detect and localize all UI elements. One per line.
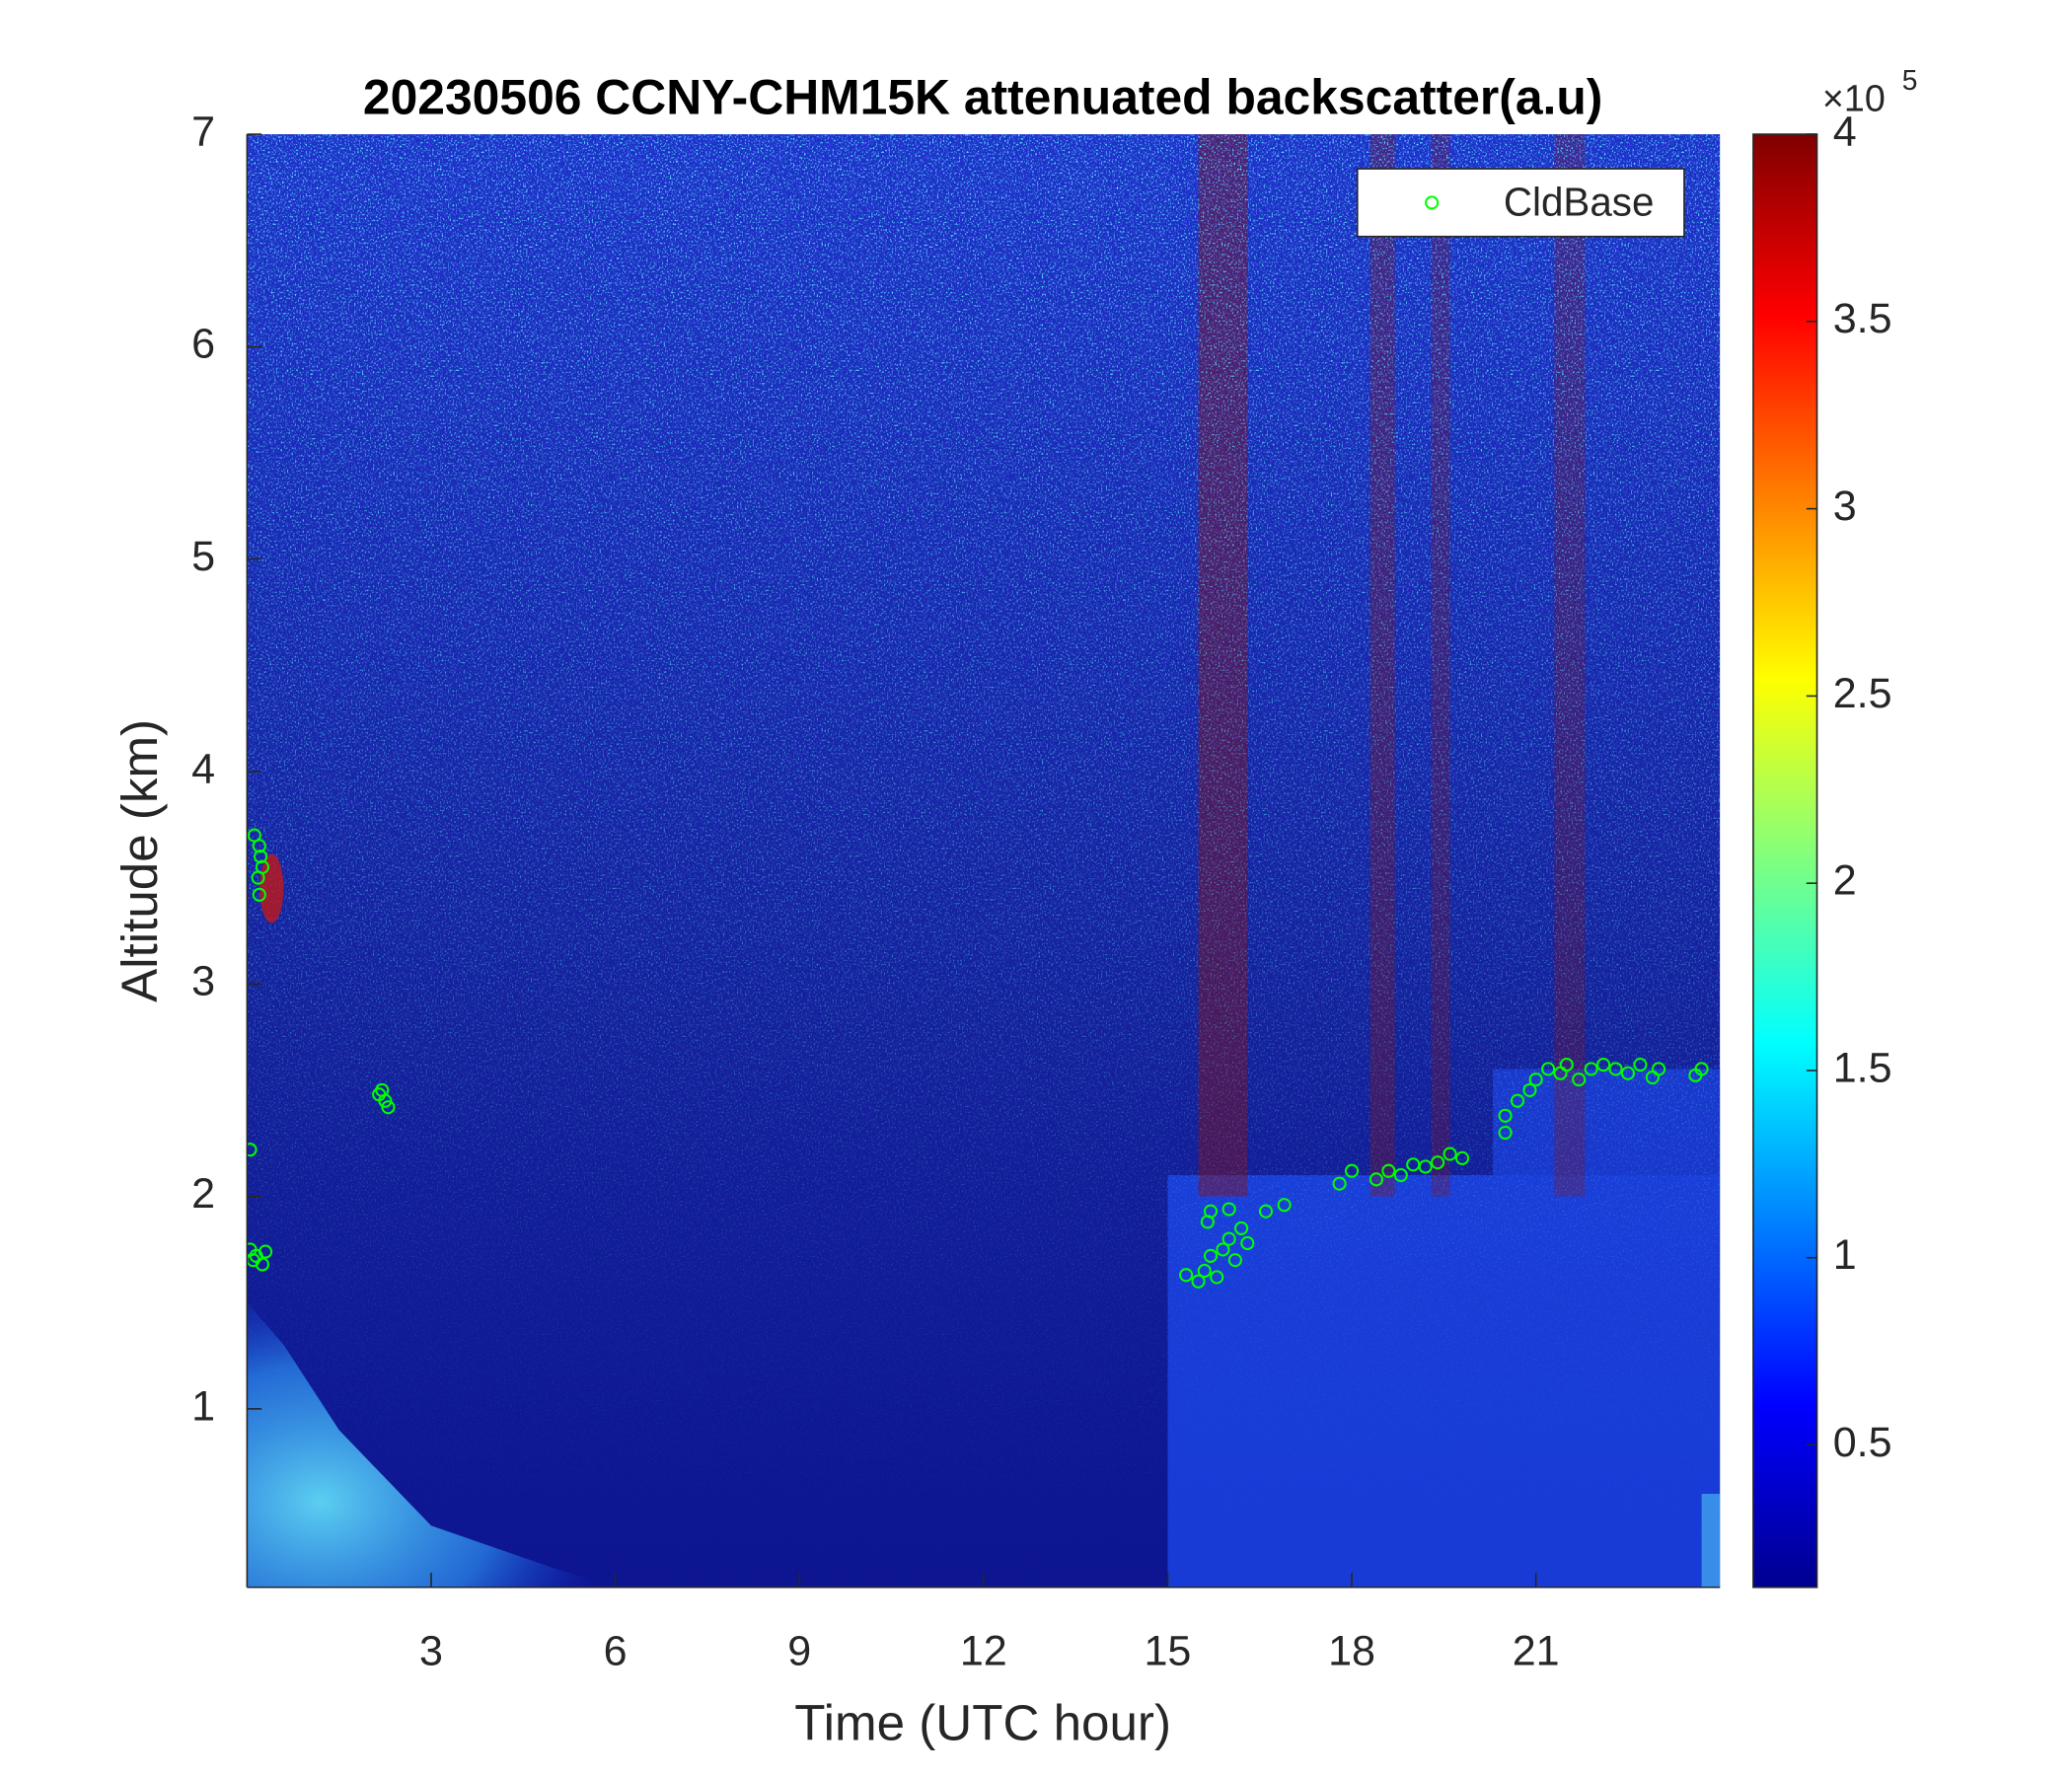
- cloud-base-point: [252, 839, 266, 853]
- cloud-base-point: [1584, 1062, 1598, 1076]
- cloud-base-point: [247, 1143, 258, 1157]
- y-tick-label: 3: [191, 958, 215, 1005]
- colorbar-tick-label: 2.5: [1833, 670, 1892, 717]
- cloud-base-point: [1258, 1204, 1274, 1219]
- cloud-base-point: [258, 1244, 273, 1259]
- legend: CldBase: [1356, 168, 1685, 238]
- x-tick-label: 9: [787, 1627, 811, 1674]
- cloud-base-point: [372, 1087, 387, 1102]
- heatmap-speckle: [247, 134, 1721, 1588]
- cloud-base-point: [1596, 1058, 1611, 1073]
- cloud-base-point: [1620, 1066, 1636, 1080]
- chart-title: 20230506 CCNY-CHM15K attenuated backscat…: [363, 70, 1602, 125]
- heatmap-aerosol: [247, 1302, 616, 1588]
- cloud-base-point: [1369, 1172, 1383, 1187]
- x-tick-label: 3: [419, 1627, 443, 1674]
- cloud-base-point: [1203, 1204, 1219, 1219]
- cloud-base-point: [252, 887, 266, 902]
- cloud-base-point: [1443, 1147, 1457, 1161]
- x-tick-label: 18: [1328, 1627, 1375, 1674]
- cloud-base-point: [254, 850, 268, 864]
- y-tick-label: 4: [191, 745, 215, 792]
- cloud-base-point: [1498, 1125, 1513, 1141]
- cloud-base-point: [1651, 1062, 1666, 1076]
- cloud-base-point: [381, 1100, 396, 1115]
- cloud-base-point: [1191, 1274, 1206, 1289]
- cloud-base-point: [1393, 1167, 1408, 1183]
- y-axis-label: Altitude (km): [111, 719, 168, 1002]
- heatmap-cloud: [259, 853, 284, 924]
- colorbar-tick-label: 4: [1833, 108, 1857, 155]
- y-tick-label: 1: [191, 1382, 215, 1430]
- x-axis-label: Time (UTC hour): [794, 1695, 1171, 1751]
- cloud-base-point: [1528, 1073, 1543, 1087]
- cloud-base-point: [1498, 1108, 1513, 1123]
- cloud-base-point: [1216, 1242, 1230, 1257]
- cloud-base-point: [1344, 1163, 1360, 1178]
- cloud-base-point: [1234, 1221, 1249, 1235]
- cloud-base-point: [1608, 1062, 1623, 1076]
- x-tick-label: 15: [1144, 1627, 1191, 1674]
- legend-box: [1356, 168, 1685, 238]
- cloud-base-point: [1277, 1198, 1292, 1213]
- cloud-base-point: [1221, 1202, 1236, 1217]
- cloud-base-point: [255, 1257, 270, 1272]
- y-tick-label: 6: [191, 321, 215, 368]
- legend-label: CldBase: [1504, 180, 1655, 225]
- cloud-base-point: [1559, 1058, 1574, 1073]
- cloud-base-point: [1240, 1235, 1255, 1251]
- colorbar-multiplier: ×10: [1822, 77, 1886, 118]
- legend-marker: [1425, 195, 1440, 210]
- heatmap-area: [247, 134, 1721, 1588]
- cloud-base-point: [1381, 1163, 1396, 1178]
- cloud-base-point: [1179, 1268, 1194, 1283]
- colorbar-tick-label: 3: [1833, 482, 1857, 530]
- cloud-base-point: [1227, 1253, 1242, 1268]
- y-tick-label: 2: [191, 1170, 215, 1218]
- colorbar-exponent: 5: [1902, 64, 1918, 96]
- x-tick-label: 21: [1513, 1627, 1560, 1674]
- cloud-base-point: [251, 870, 265, 885]
- cloud-base-point: [1522, 1082, 1537, 1098]
- colorbar: [1752, 133, 1818, 1589]
- y-tick-label: 7: [191, 108, 215, 155]
- cloud-base-point: [1203, 1248, 1219, 1263]
- colorbar-tick-label: 3.5: [1833, 295, 1892, 342]
- colorbar-tick-label: 0.5: [1833, 1419, 1892, 1466]
- cloud-base-point: [1418, 1159, 1433, 1174]
- heatmap-aerosol: [1701, 1494, 1721, 1588]
- cloud-base-point: [1431, 1155, 1445, 1170]
- cloud-base-point: [1510, 1093, 1525, 1108]
- y-tick-label: 5: [191, 533, 215, 580]
- colorbar-tick-label: 1.5: [1833, 1044, 1892, 1091]
- cloud-base-point: [1694, 1062, 1709, 1076]
- x-tick-label: 12: [960, 1627, 1007, 1674]
- cloud-base-point: [1541, 1062, 1556, 1076]
- cloud-base-point: [1221, 1231, 1236, 1246]
- colorbar-tick-label: 1: [1833, 1231, 1857, 1279]
- cloud-base-point: [1572, 1073, 1587, 1087]
- cloud-base-point: [1454, 1150, 1470, 1165]
- cloud-base-point: [1210, 1270, 1224, 1285]
- cloud-base-point: [1332, 1176, 1347, 1191]
- cloud-base-point: [1197, 1263, 1212, 1279]
- colorbar-tick-label: 2: [1833, 857, 1857, 905]
- x-tick-label: 6: [604, 1627, 628, 1674]
- cloud-base-point: [1633, 1058, 1648, 1073]
